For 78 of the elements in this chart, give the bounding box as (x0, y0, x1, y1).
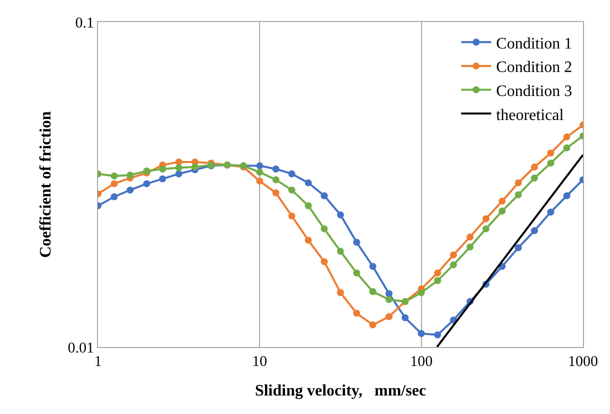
point (304, 179, 312, 186)
legend-label: Condition 2 (496, 59, 572, 76)
point (256, 162, 264, 170)
point (434, 277, 442, 284)
y-tick-label: 0.01 (68, 340, 94, 356)
point (143, 167, 150, 174)
point (563, 144, 570, 152)
point (530, 163, 538, 170)
point (110, 180, 118, 188)
point (175, 158, 182, 166)
point (386, 313, 392, 320)
point (272, 165, 280, 172)
point (288, 186, 296, 194)
x-tick-label: 100 (410, 354, 433, 370)
point (143, 180, 150, 188)
point (563, 133, 570, 140)
point (126, 186, 134, 194)
point (514, 191, 522, 198)
point (482, 225, 490, 232)
point (450, 251, 457, 258)
point (466, 234, 474, 240)
point (175, 170, 182, 178)
point (369, 321, 376, 328)
point (369, 288, 376, 296)
point (547, 208, 554, 216)
point (353, 269, 360, 276)
point (110, 193, 118, 200)
point (175, 164, 182, 172)
point (353, 310, 360, 317)
point (450, 261, 457, 268)
point (336, 289, 344, 296)
point (514, 244, 522, 252)
point (288, 170, 296, 178)
point (126, 172, 134, 179)
point (498, 208, 506, 215)
point (402, 314, 409, 322)
point (563, 192, 570, 200)
point (418, 289, 425, 296)
point (272, 189, 280, 196)
legend-label: Condition 3 (496, 82, 572, 100)
point (498, 198, 506, 205)
point (434, 269, 442, 276)
x-tick-label: 1000 (568, 354, 598, 370)
x-tick-label: 1 (94, 354, 102, 370)
point (466, 244, 474, 251)
point (191, 163, 198, 170)
point (547, 160, 554, 167)
point (530, 227, 538, 234)
point (369, 262, 376, 270)
point (482, 215, 490, 222)
point (256, 178, 264, 185)
point (386, 290, 392, 298)
point (320, 258, 328, 266)
x-axis-title: Sliding velocity, mm/sec (254, 382, 426, 400)
point (336, 211, 344, 218)
point (288, 212, 296, 220)
point (353, 238, 360, 246)
point (336, 248, 344, 255)
point (320, 192, 328, 200)
point (434, 331, 442, 338)
y-tick-label: 0.1 (75, 15, 94, 32)
point (304, 202, 312, 210)
point (159, 165, 166, 172)
y-axis-title: Coefficient of friction (38, 111, 55, 258)
legend-label: Condition 1 (496, 35, 572, 52)
point (256, 168, 264, 176)
point (272, 176, 280, 184)
point (304, 236, 312, 244)
point (530, 174, 538, 182)
point (320, 225, 328, 232)
legend-label: theoretical (496, 106, 564, 124)
point (547, 150, 554, 157)
point (110, 172, 118, 180)
point (418, 330, 425, 338)
point (514, 179, 522, 186)
point (159, 175, 166, 182)
x-tick-label: 10 (252, 354, 268, 370)
point (386, 296, 392, 304)
